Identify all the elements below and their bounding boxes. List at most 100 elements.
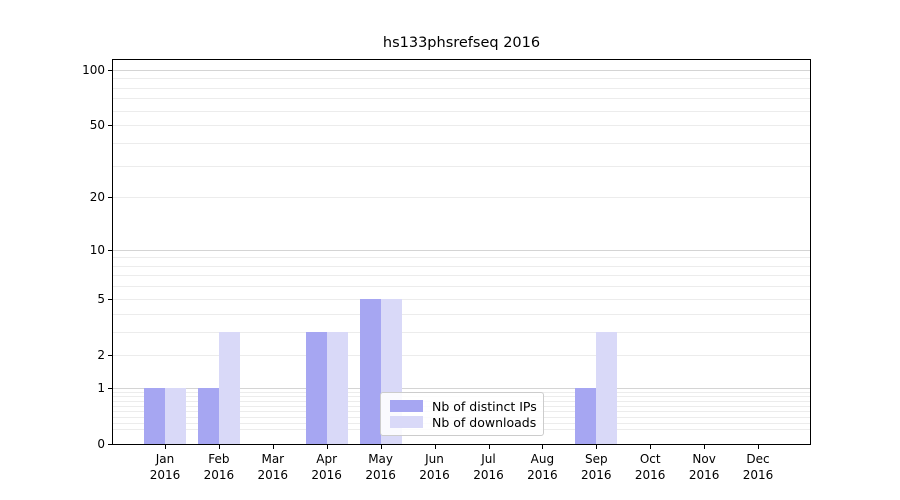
x-tick-mark-nov bbox=[704, 445, 706, 449]
x-tick-label-aug: Aug 2016 bbox=[512, 452, 572, 483]
y-tick-mark-2 bbox=[108, 354, 112, 356]
x-tick-label-nov: Nov 2016 bbox=[674, 452, 734, 483]
x-tick-month-dec: Dec bbox=[746, 452, 770, 466]
x-tick-mark-jun bbox=[434, 445, 436, 449]
x-tick-month-oct: Oct bbox=[639, 452, 661, 466]
x-tick-label-dec: Dec 2016 bbox=[728, 452, 788, 483]
x-tick-mark-dec bbox=[758, 445, 759, 449]
legend: Nb of distinct IPs Nb of downloads bbox=[380, 392, 544, 436]
x-tick-year-aug: 2016 bbox=[527, 467, 558, 482]
x-tick-label-mar: Mar 2016 bbox=[243, 452, 303, 483]
legend-item-distinct-ips: Nb of distinct IPs bbox=[390, 398, 537, 414]
y-tick-label-20: 20 bbox=[89, 190, 105, 205]
y-tick-label-5: 5 bbox=[97, 291, 105, 306]
y-tick-label-2: 2 bbox=[97, 347, 105, 362]
x-tick-year-mar: 2016 bbox=[257, 467, 289, 482]
x-tick-label-oct: Oct 2016 bbox=[620, 452, 680, 483]
y-tick-mark-0 bbox=[108, 444, 112, 445]
minor-gridline-70 bbox=[113, 98, 810, 100]
chart-title: hs133phsrefseq 2016 bbox=[382, 35, 541, 51]
x-tick-mark-apr bbox=[326, 445, 328, 449]
plot-area bbox=[113, 60, 810, 444]
minor-gridline-5 bbox=[113, 298, 810, 300]
x-tick-mark-feb bbox=[218, 445, 220, 449]
legend-swatch-downloads bbox=[390, 416, 423, 428]
legend-label-downloads: Nb of downloads bbox=[432, 414, 537, 430]
minor-gridline-60 bbox=[113, 110, 810, 112]
x-tick-month-jan: Jan bbox=[155, 452, 175, 466]
x-tick-mark-sep bbox=[596, 445, 598, 449]
x-tick-year-may: 2016 bbox=[365, 467, 396, 482]
minor-gridline-6 bbox=[113, 286, 810, 288]
bar-feb-distinct-ips bbox=[197, 387, 219, 444]
minor-gridline-90 bbox=[113, 78, 810, 80]
y-tick-label-0: 0 bbox=[97, 437, 105, 451]
x-tick-label-may: May 2016 bbox=[351, 452, 411, 483]
minor-gridline-40 bbox=[113, 142, 810, 144]
x-tick-month-feb: Feb bbox=[208, 452, 230, 466]
bar-sep-downloads bbox=[596, 331, 618, 444]
x-tick-mark-oct bbox=[650, 445, 652, 449]
x-tick-label-sep: Sep 2016 bbox=[566, 452, 626, 483]
x-tick-mark-may bbox=[380, 445, 382, 449]
major-gridline-10 bbox=[113, 249, 810, 251]
x-tick-year-jan: 2016 bbox=[149, 467, 181, 482]
legend-label-distinct-ips: Nb of distinct IPs bbox=[432, 398, 537, 414]
x-tick-label-jan: Jan 2016 bbox=[135, 452, 195, 483]
legend-item-downloads: Nb of downloads bbox=[390, 414, 537, 430]
legend-swatch-distinct-ips bbox=[390, 400, 423, 412]
x-tick-label-jun: Jun 2016 bbox=[405, 452, 465, 483]
y-tick-label-10: 10 bbox=[89, 242, 105, 257]
x-tick-month-may: May bbox=[368, 452, 393, 466]
x-tick-mark-jan bbox=[165, 445, 166, 449]
bar-jan-downloads bbox=[165, 387, 186, 444]
x-tick-month-aug: Aug bbox=[530, 452, 555, 466]
x-tick-year-jun: 2016 bbox=[419, 467, 450, 482]
bar-apr-downloads bbox=[326, 331, 348, 444]
minor-gridline-7 bbox=[113, 275, 810, 277]
x-tick-month-mar: Mar bbox=[261, 452, 285, 466]
y-tick-label-100: 100 bbox=[82, 62, 105, 77]
major-gridline-1 bbox=[113, 387, 810, 389]
bar-sep-distinct-ips bbox=[575, 387, 597, 444]
y-tick-label-1: 1 bbox=[97, 380, 105, 395]
x-tick-mark-aug bbox=[542, 445, 544, 449]
x-tick-label-feb: Feb 2016 bbox=[189, 452, 249, 483]
bar-feb-downloads bbox=[218, 331, 240, 444]
x-tick-year-sep: 2016 bbox=[581, 467, 612, 482]
minor-gridline-2 bbox=[113, 354, 810, 356]
x-tick-year-jul: 2016 bbox=[473, 467, 504, 482]
minor-gridline-30 bbox=[113, 165, 810, 167]
major-gridline-100 bbox=[113, 69, 810, 71]
minor-gridline-9 bbox=[113, 257, 810, 259]
y-tick-mark-10 bbox=[108, 249, 112, 251]
y-tick-mark-100 bbox=[108, 69, 112, 71]
x-tick-year-dec: 2016 bbox=[742, 467, 774, 482]
minor-gridline-20 bbox=[113, 197, 810, 199]
x-tick-year-feb: 2016 bbox=[203, 467, 235, 482]
x-tick-month-nov: Nov bbox=[692, 452, 716, 466]
x-tick-month-jun: Jun bbox=[425, 452, 444, 466]
x-tick-year-oct: 2016 bbox=[634, 467, 666, 482]
x-tick-month-jul: Jul bbox=[481, 452, 496, 466]
x-tick-year-nov: 2016 bbox=[688, 467, 720, 482]
minor-gridline-80 bbox=[113, 87, 810, 89]
bar-jan-distinct-ips bbox=[144, 387, 165, 444]
minor-gridline-50 bbox=[113, 125, 810, 127]
bar-may-distinct-ips bbox=[359, 298, 381, 444]
x-tick-month-apr: Apr bbox=[316, 452, 338, 466]
y-tick-label-50: 50 bbox=[89, 118, 105, 133]
y-tick-mark-20 bbox=[108, 197, 112, 199]
y-tick-mark-1 bbox=[108, 387, 112, 389]
minor-gridline-8 bbox=[113, 265, 810, 267]
bar-apr-distinct-ips bbox=[305, 331, 327, 444]
x-tick-month-sep: Sep bbox=[584, 452, 608, 466]
minor-gridline-4 bbox=[113, 313, 810, 315]
x-tick-mark-jul bbox=[488, 445, 490, 449]
x-tick-year-apr: 2016 bbox=[311, 467, 342, 482]
x-tick-label-apr: Apr 2016 bbox=[297, 452, 357, 483]
y-tick-mark-50 bbox=[108, 125, 112, 127]
minor-gridline-3 bbox=[113, 331, 810, 333]
x-tick-label-jul: Jul 2016 bbox=[459, 452, 519, 483]
